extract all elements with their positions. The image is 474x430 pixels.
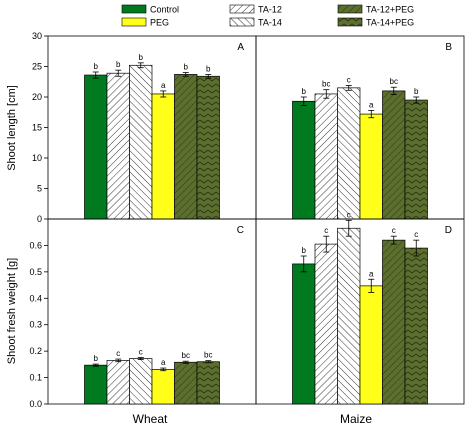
- bar-d-ta-14-plus-peg: [404, 247, 428, 405]
- x-category-maize: Maize: [340, 412, 372, 426]
- sig-label-d-peg: a: [369, 269, 374, 278]
- bar-c-ta-14: [129, 358, 153, 405]
- y-tick-label-a-4: 20: [32, 92, 42, 102]
- bar-d-ta-12: [314, 243, 338, 405]
- bar-a-ta-14-plus-peg: [196, 75, 220, 220]
- bar-d-peg: [359, 285, 383, 405]
- bar-b-ta-12-plus-peg: [382, 90, 406, 220]
- legend: Control TA-12 TA-12+PEG PEG TA-14 TA-14+PEG: [121, 4, 414, 28]
- y-tick-label-c-3: 0.3: [29, 320, 42, 330]
- y-tick-label-c-2: 0.2: [29, 346, 42, 356]
- legend-swatch-ta-14-plus-peg: [337, 17, 363, 27]
- y-tick-label-a-0: 0: [37, 214, 42, 224]
- sig-label-d-ta-14-plus-peg: c: [414, 230, 418, 239]
- panel-letter-d: D: [445, 225, 452, 236]
- x-category-wheat: Wheat: [133, 412, 168, 426]
- sig-label-b-peg: a: [369, 100, 374, 109]
- bar-c-control: [84, 364, 108, 405]
- bar-c-ta-12: [106, 360, 130, 405]
- bar-c-peg: [151, 369, 175, 405]
- legend-label-control: Control: [150, 5, 179, 15]
- bar-b-ta-12: [314, 93, 338, 220]
- y-tick-label-a-3: 15: [32, 123, 42, 133]
- bar-b-control: [292, 100, 316, 220]
- y-tick-label-c-0: 0.0: [29, 399, 42, 409]
- sig-label-d-ta-14: c: [347, 210, 351, 219]
- legend-swatch-control: [121, 4, 147, 14]
- sig-label-c-ta-14: c: [139, 347, 143, 356]
- panel-letter-b: B: [445, 42, 452, 53]
- legend-label-ta-14: TA-14: [258, 18, 282, 28]
- sig-label-c-peg: a: [161, 358, 166, 367]
- sig-label-b-ta-12: bc: [322, 80, 330, 89]
- sig-label-b-ta-12-plus-peg: bc: [390, 77, 398, 86]
- y-tick-label-a-2: 10: [32, 153, 42, 163]
- y-tick-label-c-5: 0.5: [29, 267, 42, 277]
- bar-a-ta-14: [129, 64, 153, 220]
- bar-d-ta-14: [337, 227, 361, 405]
- legend-swatch-ta-12-plus-peg: [337, 4, 363, 14]
- legend-swatch-peg: [121, 17, 147, 27]
- legend-label-ta-12: TA-12: [258, 5, 282, 15]
- sig-label-b-control: b: [302, 87, 307, 96]
- sig-label-a-peg: a: [161, 81, 166, 90]
- bar-a-ta-12: [106, 72, 130, 220]
- y-tick-label-a-6: 30: [32, 31, 42, 41]
- bar-c-ta-12-plus-peg: [174, 361, 198, 405]
- y-tick-label-c-6: 0.6: [29, 240, 42, 250]
- sig-label-a-ta-14: b: [139, 53, 144, 62]
- bar-a-peg: [151, 93, 175, 220]
- sig-label-a-ta-14-plus-peg: b: [206, 64, 211, 73]
- y-tick-label-a-1: 5: [37, 184, 42, 194]
- sig-label-a-ta-12: b: [116, 60, 121, 69]
- sig-label-c-ta-12-plus-peg: bc: [182, 351, 190, 360]
- panel-b: Bb bc c a bc b: [255, 35, 465, 220]
- y-tick-label-a-5: 25: [32, 62, 42, 72]
- y-axis-title-top: Shoot length [cm]: [6, 85, 18, 171]
- sig-label-d-ta-12: c: [324, 226, 328, 235]
- bar-b-ta-14-plus-peg: [404, 99, 428, 220]
- sig-label-c-ta-14-plus-peg: bc: [204, 351, 212, 360]
- y-tick-label-c-4: 0.4: [29, 293, 42, 303]
- legend-label-peg: PEG: [150, 18, 169, 28]
- legend-label-ta-14-plus-peg: TA-14+PEG: [366, 18, 414, 28]
- sig-label-a-ta-12-plus-peg: b: [184, 63, 189, 72]
- legend-swatch-ta-14: [229, 17, 255, 27]
- bar-d-ta-12-plus-peg: [382, 239, 406, 405]
- y-axis-title-bottom: Shoot fresh weight [g]: [6, 258, 18, 364]
- bar-b-ta-14: [337, 87, 361, 220]
- bar-d-control: [292, 263, 316, 405]
- legend-label-ta-12-plus-peg: TA-12+PEG: [366, 5, 414, 15]
- panel-letter-c: C: [237, 225, 244, 236]
- sig-label-d-control: b: [302, 246, 307, 255]
- bar-a-ta-12-plus-peg: [174, 74, 198, 220]
- legend-swatch-ta-12: [229, 4, 255, 14]
- sig-label-b-ta-14: c: [347, 75, 351, 84]
- sig-label-c-control: b: [94, 354, 99, 363]
- sig-label-c-ta-12: c: [116, 349, 120, 358]
- bar-a-control: [84, 74, 108, 220]
- panel-letter-a: A: [237, 42, 244, 53]
- sig-label-b-ta-14-plus-peg: b: [414, 87, 419, 96]
- bar-b-peg: [359, 113, 383, 220]
- bar-c-ta-14-plus-peg: [196, 361, 220, 405]
- y-tick-label-c-1: 0.1: [29, 373, 42, 383]
- sig-label-d-ta-12-plus-peg: c: [392, 226, 396, 235]
- sig-label-a-control: b: [94, 62, 99, 71]
- panel-a: 0 5 10 15 20 25 30 Ab b b a b b: [32, 31, 257, 224]
- panel-d: Db c c a c c: [255, 210, 465, 405]
